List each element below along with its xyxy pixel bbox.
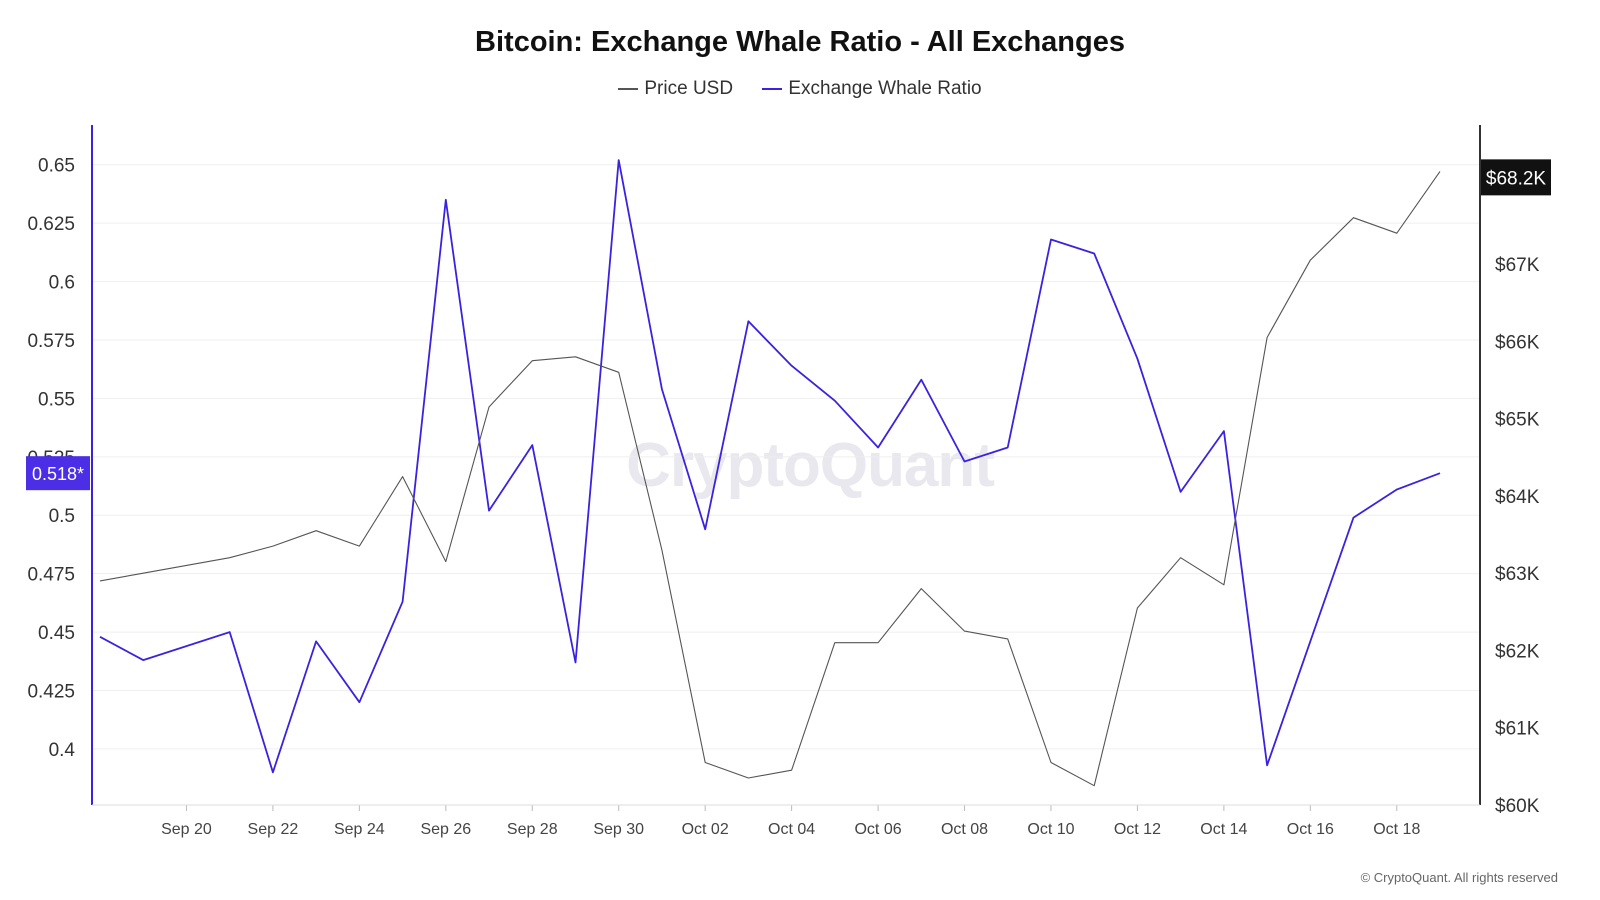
y-right-tick-label: $66K bbox=[1495, 332, 1540, 353]
x-tick-label: Oct 18 bbox=[1373, 821, 1420, 838]
x-tick-label: Oct 14 bbox=[1200, 821, 1247, 838]
x-tick-label: Oct 06 bbox=[854, 821, 901, 838]
series-line-whale-ratio bbox=[99, 159, 1441, 774]
x-tick-label: Sep 30 bbox=[593, 821, 644, 838]
y-left-tick-label: 0.6 bbox=[49, 273, 75, 294]
legend: Price USD Exchange Whale Ratio bbox=[0, 78, 1600, 100]
y-left-tick-label: 0.55 bbox=[38, 389, 75, 410]
legend-label-price: Price USD bbox=[644, 78, 734, 99]
watermark: CryptoQuant bbox=[626, 431, 995, 500]
y-left-tick-label: 0.625 bbox=[27, 214, 75, 235]
y-right-tick-label: $64K bbox=[1495, 487, 1540, 508]
y-left-tick-label: 0.45 bbox=[38, 623, 75, 644]
y-left-tick-label: 0.5 bbox=[49, 506, 75, 527]
last-value-box-price bbox=[1481, 159, 1551, 196]
copyright-notice: © CryptoQuant. All rights reserved bbox=[1360, 870, 1558, 885]
y-right-tick-label: $62K bbox=[1495, 641, 1540, 662]
x-tick-label: Oct 08 bbox=[941, 821, 988, 838]
legend-item-price[interactable]: Price USD bbox=[618, 78, 733, 100]
legend-swatch-whale-ratio bbox=[762, 87, 783, 90]
chart-title: Bitcoin: Exchange Whale Ratio - All Exch… bbox=[475, 26, 1125, 58]
x-tick-label: Oct 16 bbox=[1287, 821, 1334, 838]
legend-swatch-price bbox=[618, 87, 639, 90]
x-tick-label: Oct 12 bbox=[1114, 821, 1161, 838]
x-tick-label: Oct 02 bbox=[682, 821, 729, 838]
y-left-tick-label: 0.4 bbox=[49, 740, 76, 761]
legend-item-whale-ratio[interactable]: Exchange Whale Ratio bbox=[762, 78, 982, 100]
y-right-tick-label: $65K bbox=[1495, 410, 1540, 431]
legend-label-whale-ratio: Exchange Whale Ratio bbox=[788, 78, 982, 99]
x-tick-label: Sep 24 bbox=[334, 821, 385, 838]
y-left-tick-label: 0.425 bbox=[27, 681, 75, 702]
x-tick-label: Sep 28 bbox=[507, 821, 558, 838]
y-left-tick-label: 0.475 bbox=[27, 565, 75, 586]
y-right-tick-label: $67K bbox=[1495, 255, 1540, 276]
x-tick-label: Sep 22 bbox=[248, 821, 299, 838]
x-tick-label: Oct 04 bbox=[768, 821, 815, 838]
y-right-tick-label: $61K bbox=[1495, 719, 1540, 740]
last-value-label-whale-ratio: 0.518* bbox=[32, 464, 84, 484]
x-tick-label: Sep 20 bbox=[161, 821, 212, 838]
y-left-tick-label: 0.65 bbox=[38, 156, 75, 177]
y-right-tick-label: $63K bbox=[1495, 564, 1540, 585]
last-value-label-price: $68.2K bbox=[1486, 168, 1547, 189]
y-left-tick-label: 0.575 bbox=[27, 331, 75, 352]
x-tick-label: Sep 26 bbox=[420, 821, 471, 838]
x-tick-label: Oct 10 bbox=[1027, 821, 1074, 838]
y-right-tick-label: $60K bbox=[1495, 796, 1540, 817]
last-value-box-whale-ratio bbox=[26, 456, 90, 491]
series-line-price bbox=[99, 171, 1441, 787]
